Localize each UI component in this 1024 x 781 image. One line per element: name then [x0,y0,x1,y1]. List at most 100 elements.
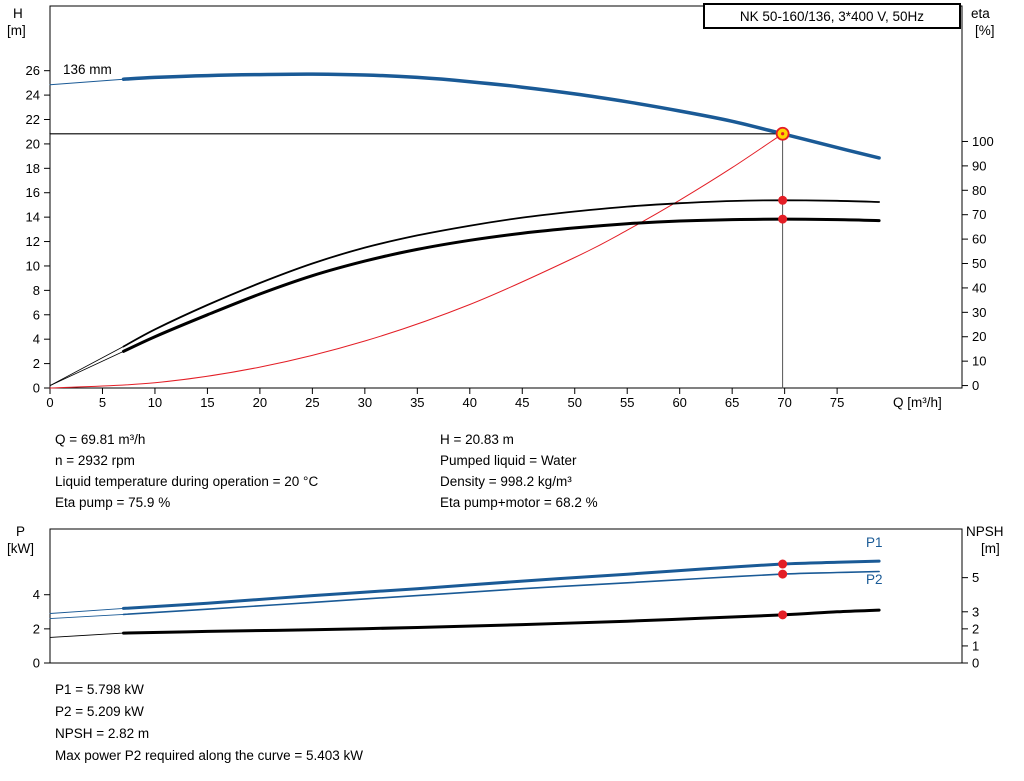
npsh-point [778,610,788,620]
tick-label: 12 [26,234,40,249]
system-curve [49,133,784,389]
eta-pump-motor-leadin [49,351,124,386]
tick-label: 20 [972,329,986,344]
tick-label: 8 [33,283,40,298]
tick-label: 0 [46,395,53,410]
head-curve-leadin [49,78,124,86]
tick-label: 45 [515,395,529,410]
y-right-axis-title-line1: eta [971,6,990,21]
tick-label: 50 [568,395,582,410]
p1-leadin [49,607,124,614]
y-right-axis-title-line1: NPSH [966,524,1004,539]
info-p2: P2 = 5.209 kW [55,704,144,719]
p2-label: P2 [866,572,883,587]
qh-chart: 0246810121416182022242601020304050607080… [7,5,995,410]
tick-label: 25 [305,395,319,410]
tick-label: 24 [26,88,40,103]
y-left-axis-title-line2: [kW] [7,541,34,556]
info-liquid-temperature: Liquid temperature during operation = 20… [55,474,319,489]
npsh-curve [122,608,881,635]
y-left-axis-title-line1: H [13,6,23,21]
tick-label: 75 [830,395,844,410]
info-speed: n = 2932 rpm [55,453,135,468]
tick-label: 2 [33,621,40,636]
info-max-p2: Max power P2 required along the curve = … [55,748,364,763]
tick-label: 20 [26,136,40,151]
eta-pump-motor-curve [122,217,881,353]
tick-label: 15 [200,395,214,410]
tick-label: 60 [972,232,986,247]
p1-curve [122,559,881,610]
tick-label: 70 [777,395,791,410]
p2-point [778,569,788,579]
tick-label: 0 [972,378,979,393]
tick-label: 4 [33,587,40,602]
info-p1: P1 = 5.798 kW [55,682,144,697]
tick-label: 70 [972,207,986,222]
tick-label: 10 [148,395,162,410]
npsh-leadin [49,632,124,638]
tick-label: 0 [972,656,979,671]
info-eta-pump-motor: Eta pump+motor = 68.2 % [440,495,598,510]
tick-label: 4 [33,332,40,347]
power-npsh-chart: 0 2 4 0 1 2 3 5 P1 P2 P [kW] NPSH [m] [7,524,1004,671]
operating-data-right: H = 20.83 m Pumped liquid = Water Densit… [440,429,598,513]
tick-label: 0 [33,381,40,396]
y-left-axis-title-line1: P [16,524,25,539]
info-eta-pump: Eta pump = 75.9 % [55,495,171,510]
info-head: H = 20.83 m [440,432,514,447]
tick-label: 14 [26,210,40,225]
eta-pump-point [778,195,788,205]
tick-label: 30 [358,395,372,410]
y-left-axis-title-line2: [m] [7,23,26,38]
tick-label: 2 [972,621,979,636]
info-density: Density = 998.2 kg/m³ [440,474,572,489]
tick-label: 5 [99,395,106,410]
p1-label: P1 [866,535,883,550]
tick-label: 80 [972,183,986,198]
x-axis-title: Q [m³/h] [893,395,942,410]
tick-label: 10 [972,354,986,369]
tick-label: 0 [33,656,40,671]
duty-point-center [781,132,785,136]
power-data: P1 = 5.798 kW P2 = 5.209 kW NPSH = 2.82 … [55,679,363,767]
tick-label: 16 [26,185,40,200]
info-npsh: NPSH = 2.82 m [55,726,150,741]
p2-curve [122,570,880,616]
operating-data-left: Q = 69.81 m³/h n = 2932 rpm Liquid tempe… [55,429,318,513]
tick-label: 20 [253,395,267,410]
tick-label: 40 [463,395,477,410]
tick-label: 100 [972,134,994,149]
info-flow: Q = 69.81 m³/h [55,432,146,447]
tick-label: 35 [410,395,424,410]
tick-label: 50 [972,256,986,271]
tick-label: 5 [972,570,979,585]
info-pumped-liquid: Pumped liquid = Water [440,453,577,468]
pump-model-title: NK 50-160/136, 3*400 V, 50Hz [703,3,961,29]
eta-pump-motor-point [778,214,788,224]
tick-label: 3 [972,604,979,619]
impeller-size-label: 136 mm [63,62,112,77]
tick-label: 26 [26,63,40,78]
tick-label: 1 [972,638,979,653]
p2-leadin [49,613,124,620]
y-right-axis-title-line2: [%] [975,23,995,38]
tick-label: 55 [620,395,634,410]
p1-point [778,559,788,569]
tick-label: 65 [725,395,739,410]
tick-label: 6 [33,307,40,322]
tick-label: 2 [33,356,40,371]
tick-label: 22 [26,112,40,127]
tick-label: 30 [972,305,986,320]
power-npsh-chart-plot-area [49,528,963,664]
tick-label: 10 [26,258,40,273]
tick-label: 90 [972,158,986,173]
y-right-axis-title-line2: [m] [981,541,1000,556]
tick-label: 18 [26,161,40,176]
tick-label: 60 [672,395,686,410]
head-curve-136mm [121,72,881,160]
eta-pump-curve [122,199,880,348]
qh-chart-plot-area [49,5,963,389]
eta-pump-leadin [49,346,124,386]
